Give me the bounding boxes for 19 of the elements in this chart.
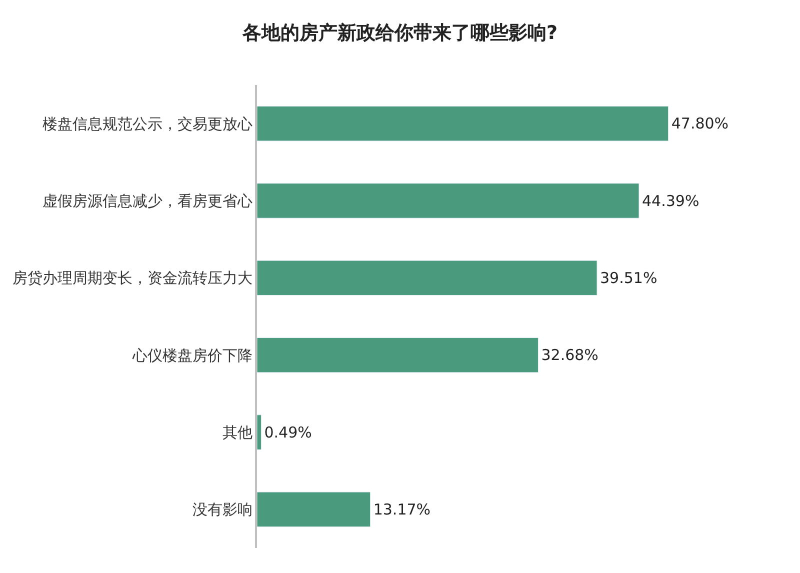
data-label: 32.68%: [541, 346, 598, 364]
bar: [257, 106, 669, 142]
y-tick-label: 心仪楼盘房价下降: [131, 346, 252, 364]
y-tick-label: 房贷办理周期变长，资金流转压力大: [12, 269, 252, 288]
data-label: 47.80%: [671, 114, 729, 133]
y-tick-label: 其他: [222, 424, 252, 442]
y-tick-label: 虚假房源信息减少，看房更省心: [42, 192, 252, 210]
bar: [257, 492, 371, 528]
data-label: 44.39%: [642, 192, 700, 210]
data-label: 13.17%: [373, 500, 431, 518]
chart-title: 各地的房产新政给你带来了哪些影响?: [241, 22, 558, 44]
bar: [257, 337, 538, 373]
bar: [257, 260, 598, 296]
bar: [257, 183, 640, 218]
bar: [257, 414, 262, 450]
y-tick-label: 没有影响: [192, 500, 252, 519]
y-tick-label: 楼盘信息规范公示，交易更放心: [42, 114, 252, 133]
data-label: 39.51%: [600, 268, 658, 287]
data-label: 0.49%: [264, 423, 312, 442]
